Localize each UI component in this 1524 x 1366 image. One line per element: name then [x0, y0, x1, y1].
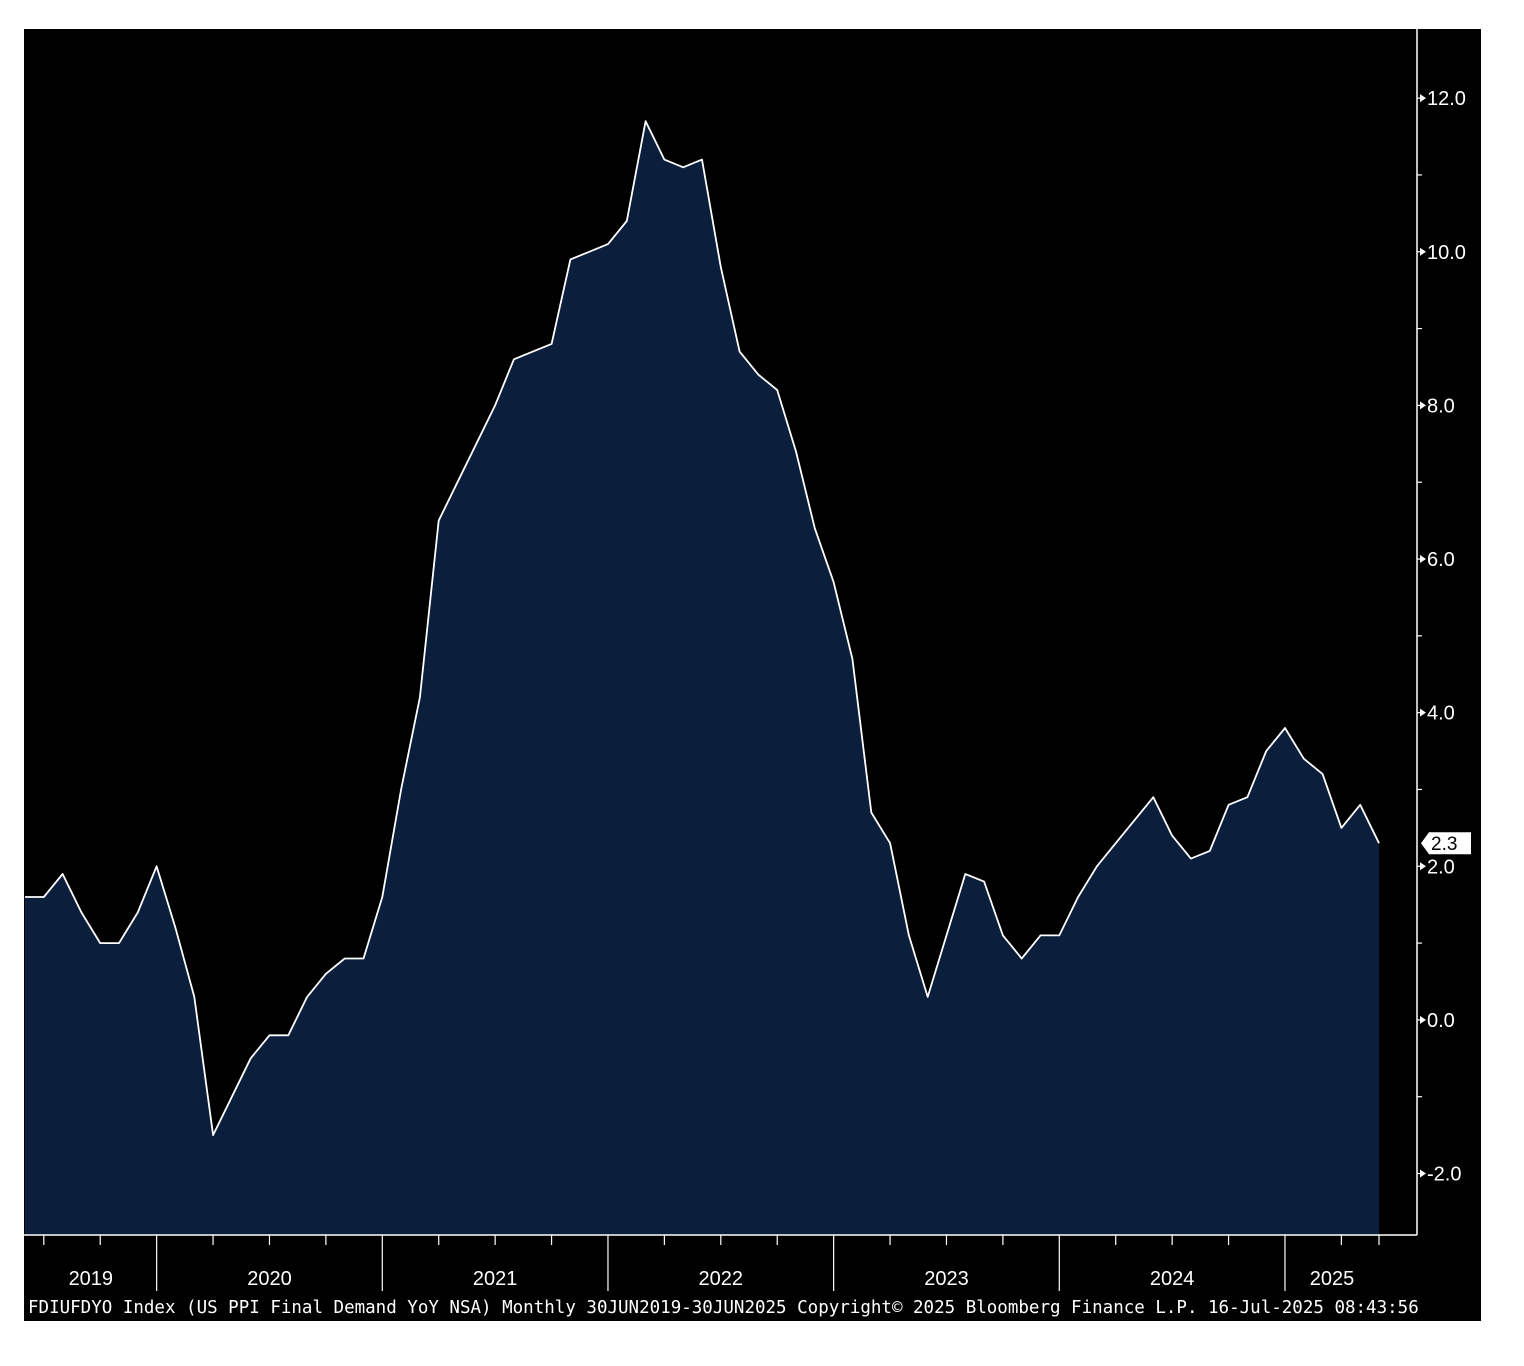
last-value-box — [1421, 832, 1471, 855]
x-year-label: 2024 — [1150, 1268, 1195, 1290]
chart-frame: -2.0 0.0 2.0 4.0 6.0 8.0 10.0 12.0 2019 2020 2021… — [24, 29, 1481, 1321]
y-tick-arrow — [1420, 401, 1426, 410]
x-year-label: 2023 — [924, 1268, 969, 1290]
y-tick-arrow — [1420, 94, 1426, 103]
chart-svg: -2.0 0.0 2.0 4.0 6.0 8.0 10.0 12.0 2019 2020 2021… — [24, 29, 1471, 1318]
x-axis: 2019 2020 2021 2022 2023 2024 2025 — [24, 1234, 1417, 1291]
y-tick-label: 8.0 — [1427, 395, 1455, 417]
y-tick-arrow — [1420, 708, 1426, 717]
x-year-label: 2019 — [69, 1268, 114, 1290]
series-line — [25, 120, 1380, 1136]
chart-footer: FDIUFDYO Index (US PPI Final Demand YoY … — [28, 1298, 1419, 1318]
x-year-label: 2021 — [473, 1268, 518, 1290]
y-tick-label: 2.0 — [1427, 856, 1455, 878]
y-tick-arrow — [1420, 1169, 1426, 1178]
y-tick-label: 0.0 — [1427, 1010, 1455, 1032]
y-tick-arrow — [1420, 1015, 1426, 1024]
y-tick-label: 10.0 — [1427, 242, 1466, 264]
y-tick-arrow — [1420, 862, 1426, 871]
last-value-tag: 2.3 — [1421, 832, 1471, 855]
y-tick-label: 12.0 — [1427, 88, 1466, 110]
y-tick-label: 4.0 — [1427, 703, 1455, 725]
x-year-label: 2025 — [1310, 1268, 1355, 1290]
x-year-label: 2020 — [247, 1268, 292, 1290]
y-tick-label: 6.0 — [1427, 549, 1455, 571]
y-tick-arrow — [1420, 247, 1426, 256]
x-year-label: 2022 — [699, 1268, 744, 1290]
last-value-label: 2.3 — [1431, 834, 1457, 855]
area-fill — [25, 121, 1379, 1236]
y-tick-arrow — [1420, 555, 1426, 564]
y-axis: -2.0 0.0 2.0 4.0 6.0 8.0 10.0 12.0 — [1416, 29, 1466, 1235]
y-tick-label: -2.0 — [1427, 1164, 1461, 1186]
plot-area — [25, 120, 1380, 1236]
